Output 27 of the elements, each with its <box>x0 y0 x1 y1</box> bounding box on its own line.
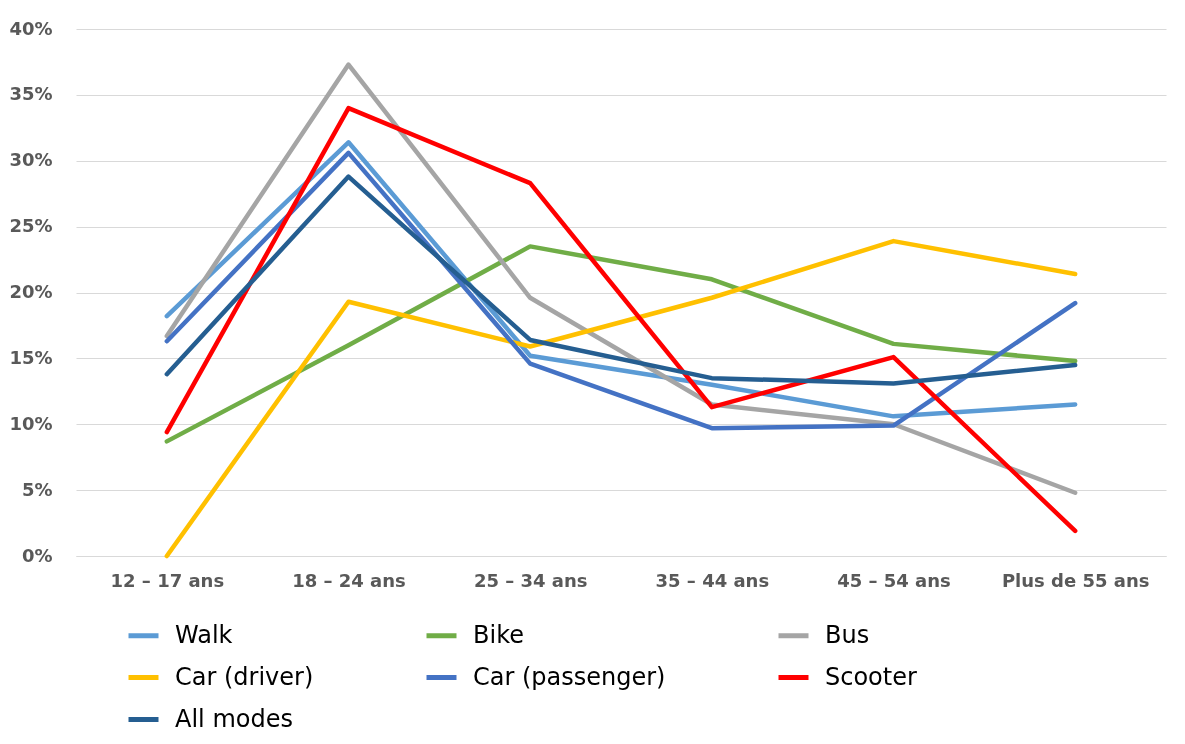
y-tick-label: 0% <box>21 544 53 566</box>
line-series <box>164 244 1078 444</box>
line-series <box>164 105 1078 534</box>
y-tick-label: 40% <box>9 17 53 39</box>
x-tick-label: 18 – 24 ans <box>292 569 406 591</box>
x-tick-label: 35 – 44 ans <box>655 569 770 591</box>
line-series <box>164 62 1078 496</box>
legend-label: Bus <box>825 620 870 649</box>
legend-label: Car (driver) <box>175 662 314 691</box>
legend-label: Car (passenger) <box>473 662 666 691</box>
legend-label: All modes <box>175 704 293 733</box>
legend-label: Scooter <box>825 662 917 691</box>
y-tick-label: 25% <box>9 215 53 237</box>
legend-label: Bike <box>473 620 524 649</box>
y-tick-label: 10% <box>9 412 53 434</box>
y-tick-label: 30% <box>9 149 53 171</box>
y-tick-label: 20% <box>9 281 53 302</box>
legend-label: Walk <box>175 620 233 649</box>
y-tick-label: 15% <box>9 346 53 368</box>
y-tick-label: 35% <box>9 83 53 105</box>
y-tick-label: 5% <box>21 478 53 500</box>
line-series <box>164 238 1078 559</box>
x-tick-label: Plus de 55 ans <box>1001 569 1150 591</box>
x-tick-label: 25 – 34 ans <box>473 569 588 591</box>
x-tick-label: 45 – 54 ans <box>837 569 951 591</box>
line-series <box>164 174 1078 386</box>
x-tick-label: 12 – 17 ans <box>110 569 225 591</box>
